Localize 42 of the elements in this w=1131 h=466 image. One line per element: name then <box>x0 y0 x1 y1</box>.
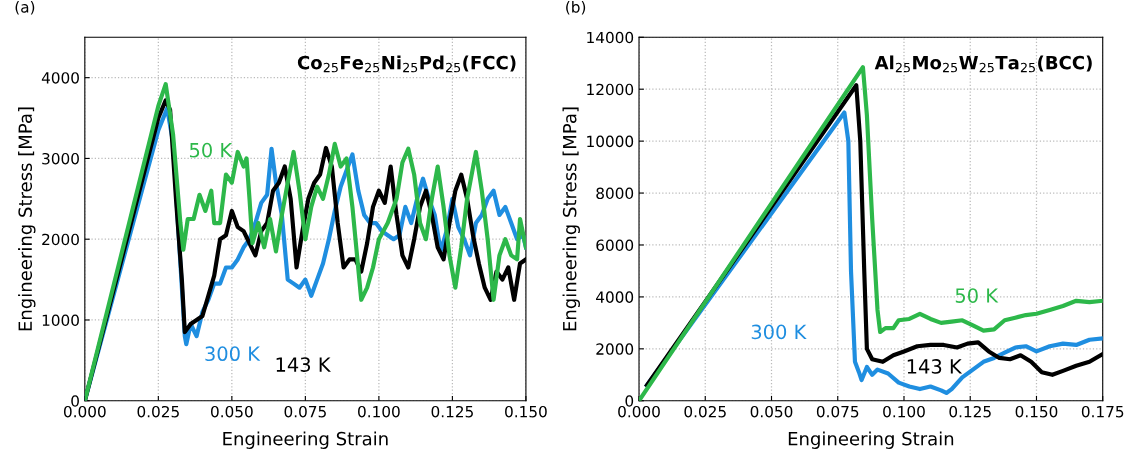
x-tick-label: 0.050 <box>210 405 253 418</box>
x-tick-label: 0.000 <box>63 405 106 418</box>
series-label: 50 K <box>955 288 999 303</box>
text: Al$_{25}$Mo$_{25}$W$_{25}$Ta$_{25}$(BCC) <box>874 55 1092 73</box>
y-tick-label: 0 <box>71 395 79 407</box>
y-tick-label: 0 <box>625 395 634 407</box>
y-tick-label: 3000 <box>42 152 79 165</box>
y-tick-label: 8000 <box>596 187 634 200</box>
series-label: 50 K <box>189 142 233 158</box>
x-tick-label: 0.050 <box>750 405 793 418</box>
series-label: 300 K <box>205 346 261 362</box>
y-tick-label: 10000 <box>587 135 634 148</box>
y-tick-label: 1000 <box>42 314 79 327</box>
y-tick-label: 14000 <box>587 31 634 44</box>
x-tick-label: 0.100 <box>883 405 925 418</box>
x-tick-label: 0.150 <box>505 405 547 418</box>
x-tick-label: 0.125 <box>949 405 991 418</box>
x-tick-label: 0.175 <box>1081 405 1124 418</box>
text: (a) <box>15 0 35 15</box>
y-tick-label: 6000 <box>596 239 634 251</box>
y-tick-label: 2000 <box>42 233 79 246</box>
x-tick-label: 0.025 <box>137 405 179 418</box>
x-tick-label: 0.075 <box>284 405 326 418</box>
x-axis-title: Engineering Strain <box>788 431 954 449</box>
text: 300 K <box>751 324 807 340</box>
text: (b) <box>566 0 586 15</box>
x-axis-title: Engineering Strain <box>223 431 388 449</box>
text: Co$_{25}$Fe$_{25}$Ni$_{25}$Pd$_{25}$(FCC) <box>297 55 516 73</box>
y-axis-title: Engineering Stress [MPa] <box>18 107 36 331</box>
x-tick-label: 0.075 <box>816 405 859 418</box>
x-tick-label: 0.000 <box>618 405 660 418</box>
x-tick-label: 0.025 <box>684 405 726 418</box>
y-tick-label: 4000 <box>596 291 634 303</box>
y-tick-label: 12000 <box>587 83 634 96</box>
y-axis-title: Engineering Stress [MPa] <box>562 107 580 331</box>
x-tick-label: 0.150 <box>1015 405 1058 418</box>
x-tick-label: 0.100 <box>358 405 400 418</box>
y-tick-label: 4000 <box>41 72 79 84</box>
y-tick-label: 2000 <box>596 343 634 355</box>
series-label: 143 K <box>907 359 963 374</box>
text: 143 K <box>276 357 331 372</box>
x-tick-label: 0.125 <box>431 405 473 418</box>
